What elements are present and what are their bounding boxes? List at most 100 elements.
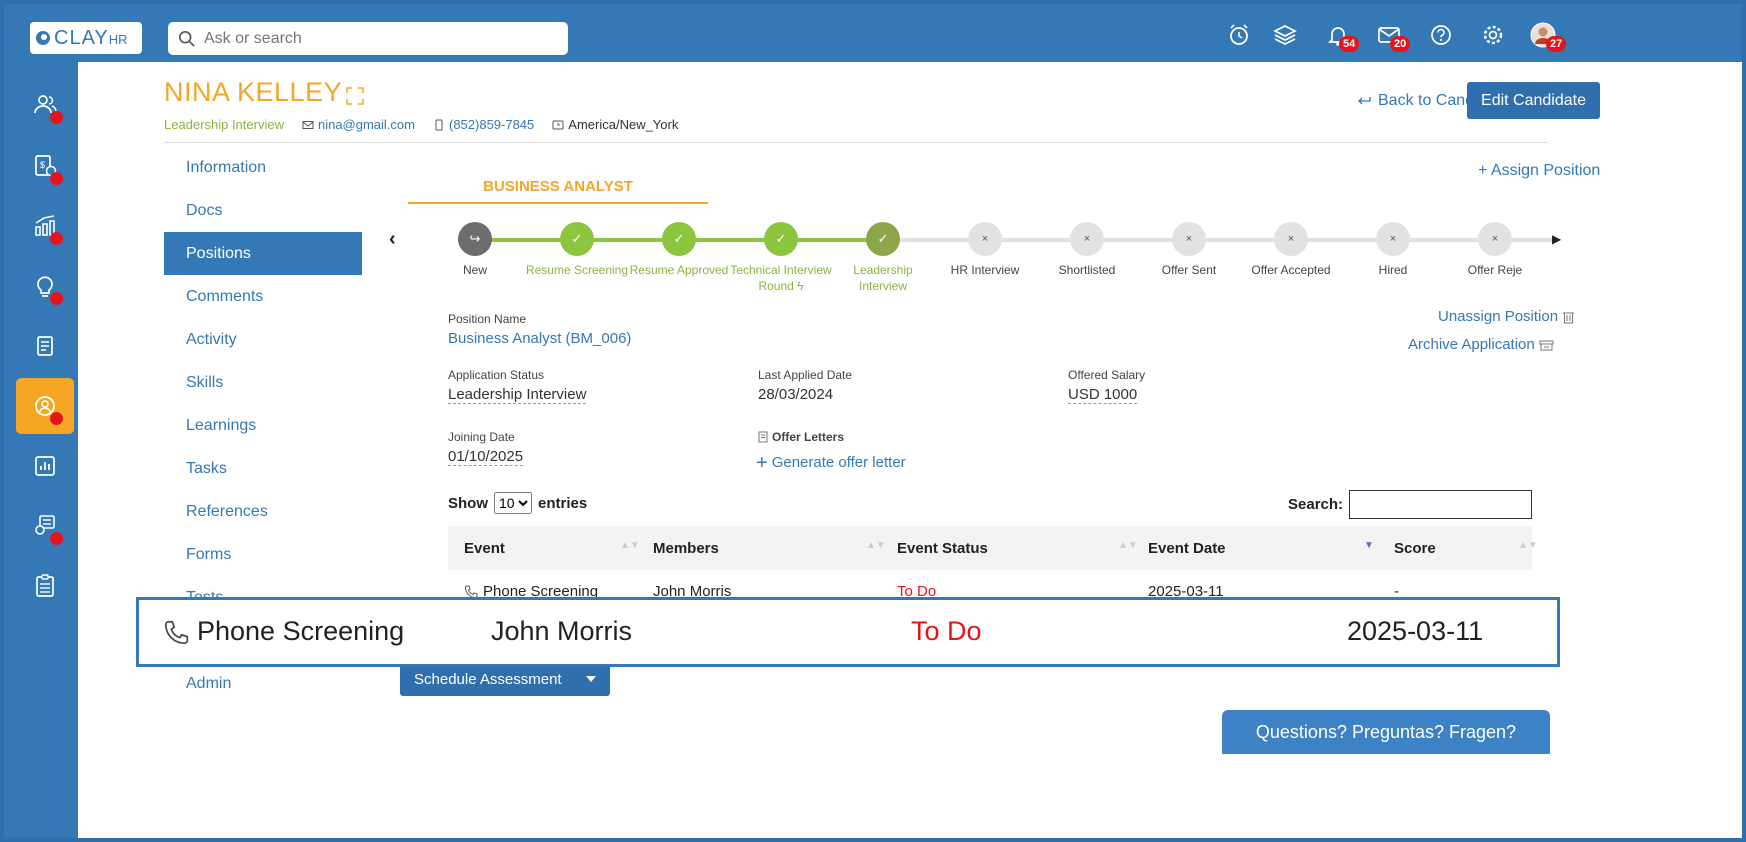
- rail-candidates[interactable]: [16, 378, 74, 434]
- rail-training[interactable]: [16, 498, 74, 554]
- stage-resume-approved[interactable]: ✓ Resume Approved: [624, 222, 734, 278]
- sort-icon[interactable]: ▲▼: [866, 540, 886, 551]
- expand-icon[interactable]: [345, 86, 365, 106]
- phone-text: (852)859-7845: [448, 117, 535, 132]
- page-size-select[interactable]: 10: [494, 492, 532, 514]
- stage-offer-sent[interactable]: × Offer Sent: [1134, 222, 1244, 278]
- stage-offer-accepted[interactable]: × Offer Accepted: [1236, 222, 1346, 278]
- rail-alert-dot: [50, 292, 63, 305]
- avatar[interactable]: 27: [1530, 22, 1567, 52]
- stage-shortlisted[interactable]: × Shortlisted: [1032, 222, 1142, 278]
- sort-desc-icon[interactable]: ▼: [1364, 540, 1374, 551]
- pipeline-next-arrow[interactable]: ▶: [1552, 232, 1562, 246]
- logo[interactable]: CLAYHR: [30, 22, 142, 54]
- nav-activity[interactable]: Activity: [186, 330, 237, 348]
- nav-positions[interactable]: Positions: [164, 232, 362, 275]
- rail-alert-dot: [50, 111, 63, 124]
- rail-checklist[interactable]: [16, 558, 74, 614]
- table-search: Search:: [1288, 490, 1533, 519]
- rail-reports[interactable]: [16, 438, 74, 494]
- stage-leadership-interview[interactable]: ✓ Leadership Interview: [828, 222, 938, 292]
- col-event-date[interactable]: Event Date: [1148, 540, 1226, 557]
- phone-call-icon: [164, 620, 189, 644]
- application-status-value[interactable]: Leadership Interview: [448, 386, 587, 404]
- edit-candidate-button[interactable]: Edit Candidate: [1467, 82, 1600, 119]
- position-name-link[interactable]: Business Analyst (BM_006): [448, 330, 632, 347]
- logo-text: CLAYHR: [54, 26, 128, 49]
- sort-icon[interactable]: ▲▼: [620, 540, 640, 551]
- gear-icon[interactable]: [1480, 22, 1506, 48]
- stage-offer-rejected[interactable]: × Offer Reje: [1440, 222, 1550, 278]
- mail-icon[interactable]: 20: [1376, 22, 1411, 52]
- date-cell: 2025-03-11: [1148, 583, 1224, 600]
- archive-application-link[interactable]: Archive Application: [1408, 336, 1554, 353]
- nav-comments[interactable]: Comments: [186, 287, 264, 305]
- stage-hr-interview[interactable]: × HR Interview: [930, 222, 1040, 278]
- timezone-text: America/New_York: [568, 117, 679, 132]
- x-icon: ×: [1376, 222, 1410, 256]
- table-row[interactable]: Phone Screening John Morris To Do 2025-0…: [448, 571, 1532, 611]
- candidate-phone[interactable]: (852)859-7845: [433, 117, 534, 132]
- x-icon: ×: [1478, 222, 1512, 256]
- sort-icon[interactable]: ▲▼: [1118, 540, 1138, 551]
- rail-alert-dot: [50, 532, 63, 545]
- joining-date-value[interactable]: 01/10/2025: [448, 448, 524, 466]
- last-applied-value: 28/03/2024: [758, 386, 834, 403]
- rail-analytics[interactable]: [16, 198, 74, 254]
- table-search-input[interactable]: [1349, 490, 1533, 519]
- rail-documents[interactable]: [16, 318, 74, 374]
- candidate-email[interactable]: nina@gmail.com: [302, 117, 415, 132]
- rail-people[interactable]: [16, 77, 74, 133]
- last-applied-label: Last Applied Date: [758, 368, 853, 382]
- alarm-clock-icon[interactable]: [1226, 22, 1252, 48]
- offered-salary-label: Offered Salary: [1068, 368, 1146, 382]
- candidate-timezone: America/New_York: [552, 117, 678, 132]
- col-event[interactable]: Event: [464, 540, 505, 557]
- stage-technical-interview[interactable]: ✓ Technical Interview Round ϟ: [726, 222, 836, 292]
- schedule-assessment-button[interactable]: Schedule Assessment: [400, 662, 610, 696]
- help-chat-tab[interactable]: Questions? Preguntas? Fragen?: [1222, 710, 1550, 754]
- col-event-status[interactable]: Event Status: [897, 540, 988, 557]
- assign-position-link[interactable]: + Assign Position: [1478, 162, 1601, 179]
- nav-references[interactable]: References: [186, 502, 268, 520]
- bell-icon[interactable]: 54: [1325, 22, 1360, 52]
- avatar-badge: 27: [1546, 36, 1567, 52]
- offered-salary-value[interactable]: USD 1000: [1068, 386, 1138, 404]
- stage-new[interactable]: ↪ New: [420, 222, 530, 278]
- tab-business-analyst[interactable]: BUSINESS ANALYST: [408, 170, 708, 204]
- col-score[interactable]: Score: [1394, 540, 1436, 557]
- nav-skills[interactable]: Skills: [186, 373, 224, 391]
- help-icon[interactable]: [1428, 22, 1454, 48]
- pipeline-remaining: [868, 238, 1558, 242]
- check-icon: ✓: [662, 222, 696, 256]
- svg-text:$: $: [40, 160, 45, 170]
- x-icon: ×: [1070, 222, 1104, 256]
- generate-offer-letter-link[interactable]: + Generate offer letter: [756, 451, 906, 474]
- check-icon: ✓: [764, 222, 798, 256]
- layers-icon[interactable]: [1272, 22, 1298, 48]
- nav-docs[interactable]: Docs: [186, 201, 223, 219]
- application-status-label: Application Status: [448, 368, 545, 382]
- nav-forms[interactable]: Forms: [186, 545, 232, 563]
- search-input[interactable]: [204, 29, 544, 48]
- col-members[interactable]: Members: [653, 540, 719, 557]
- logo-icon: [36, 31, 50, 45]
- unassign-position-link[interactable]: Unassign Position: [1438, 308, 1575, 325]
- app-frame: CLAYHR 54 20 27: [4, 4, 1742, 838]
- rail-payroll[interactable]: $: [16, 138, 74, 194]
- global-search[interactable]: [168, 22, 568, 55]
- nav-admin[interactable]: Admin: [186, 674, 232, 692]
- nav-tasks[interactable]: Tasks: [186, 459, 227, 477]
- search-icon: [178, 30, 195, 47]
- stage-hired[interactable]: × Hired: [1338, 222, 1448, 278]
- candidate-stage: Leadership Interview: [164, 117, 284, 132]
- chevron-down-icon[interactable]: [586, 676, 596, 682]
- nav-learnings[interactable]: Learnings: [186, 416, 257, 434]
- offer-letters-heading: Offer Letters: [758, 430, 844, 444]
- x-icon: ×: [968, 222, 1002, 256]
- pipeline-prev-arrow[interactable]: ‹: [389, 228, 396, 250]
- nav-information[interactable]: Information: [186, 158, 267, 176]
- rail-ideas[interactable]: [16, 258, 74, 314]
- sort-icon[interactable]: ▲▼: [1518, 540, 1538, 551]
- stage-resume-screening[interactable]: ✓ Resume Screening: [522, 222, 632, 278]
